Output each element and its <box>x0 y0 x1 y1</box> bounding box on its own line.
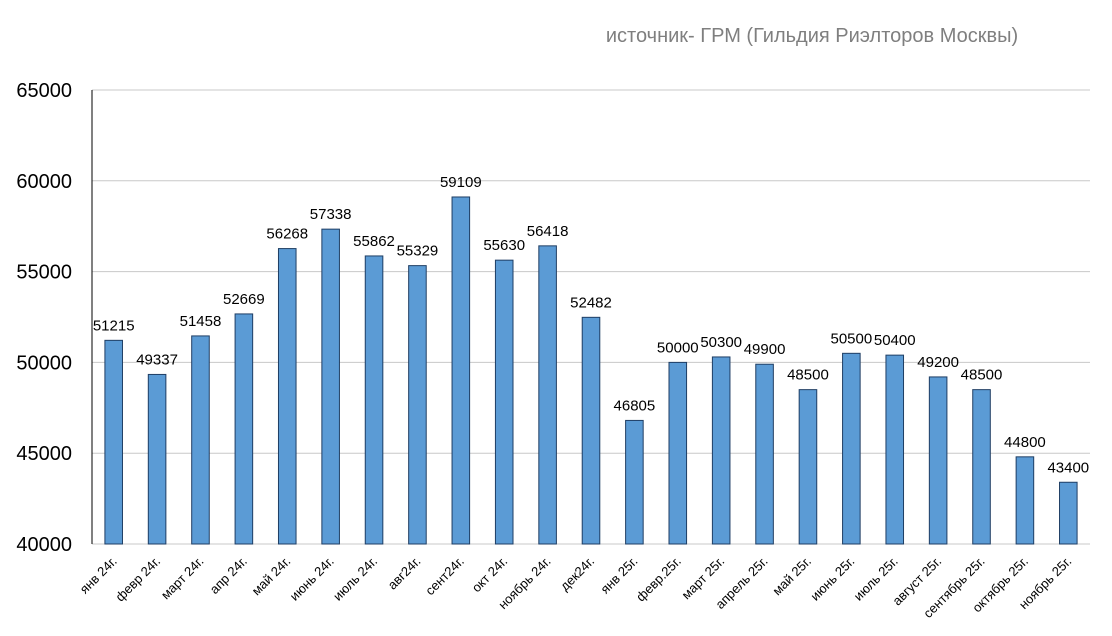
x-tick-label: янв 25г. <box>597 554 640 597</box>
data-label: 52669 <box>223 291 265 308</box>
bar <box>277 248 297 545</box>
data-label: 49337 <box>136 351 178 368</box>
y-tick-label: 40000 <box>16 534 72 556</box>
x-tick-label: окт 24г. <box>469 554 511 596</box>
x-tick-label: дек24г. <box>557 554 597 594</box>
bar <box>1015 456 1035 545</box>
data-label: 49900 <box>744 341 786 358</box>
bar <box>408 265 427 545</box>
x-tick-label: февр 24г. <box>112 554 163 605</box>
bar <box>191 335 210 545</box>
data-label: 52482 <box>570 294 612 311</box>
data-label: 55862 <box>353 233 395 250</box>
data-label: 44800 <box>1004 434 1046 451</box>
data-label: 46805 <box>614 397 656 414</box>
data-label: 49200 <box>917 354 959 371</box>
data-label: 50500 <box>830 330 872 347</box>
x-tick-label: июнь 25г. <box>807 554 857 604</box>
x-tick-label: май 25г. <box>769 554 814 599</box>
data-label: 55329 <box>397 243 439 260</box>
data-label: 50400 <box>874 332 916 349</box>
data-label: 48500 <box>787 367 829 384</box>
y-axis-ticks: 40000 45000 50000 55000 60000 65000 <box>16 80 72 556</box>
data-label: 55630 <box>483 237 525 254</box>
bar <box>625 419 644 545</box>
y-tick-label: 50000 <box>16 352 72 374</box>
data-label: 57338 <box>310 206 352 223</box>
data-label: 56418 <box>527 223 569 240</box>
y-tick-label: 60000 <box>16 171 72 193</box>
bar <box>711 356 731 545</box>
x-tick-label: март 24г. <box>158 554 207 603</box>
bar <box>147 373 167 545</box>
data-label: 43400 <box>1047 459 1089 476</box>
bar <box>755 363 774 545</box>
data-label: 50300 <box>700 334 742 351</box>
chart-subtitle: источник- ГРМ (Гильдия Риэлторов Москвы) <box>606 25 1018 47</box>
data-label: 51458 <box>180 313 222 330</box>
bar <box>842 352 861 545</box>
y-tick-label: 55000 <box>16 262 72 284</box>
bars <box>104 196 1078 545</box>
data-label: 56268 <box>266 226 308 243</box>
bar <box>885 354 905 545</box>
x-axis-ticks: янв 24г.февр 24г.март 24г. апр 24г.май 24… <box>77 554 1075 621</box>
bar <box>972 389 991 545</box>
data-label: 59109 <box>440 174 482 191</box>
x-tick-label: янв 24г. <box>77 554 120 597</box>
bar <box>234 313 254 545</box>
x-tick-label: авг24г. <box>385 554 424 593</box>
x-tick-label: июнь 24г. <box>287 554 337 604</box>
bar <box>104 339 123 545</box>
bar <box>321 228 340 545</box>
bar <box>364 255 384 545</box>
bar <box>494 259 514 545</box>
y-tick-label: 65000 <box>16 80 72 102</box>
bar <box>928 376 948 545</box>
bar <box>798 389 818 545</box>
data-label: 48500 <box>961 367 1003 384</box>
data-label: 51215 <box>93 317 135 334</box>
bar <box>581 316 601 545</box>
bar <box>668 361 688 545</box>
data-label: 50000 <box>657 339 699 356</box>
bar <box>1059 481 1078 545</box>
x-tick-label: сент24г. <box>422 554 467 599</box>
x-tick-label: май 24г. <box>249 554 294 599</box>
y-tick-label: 45000 <box>16 443 72 465</box>
bar <box>538 245 557 545</box>
x-tick-label: июль 24г. <box>330 554 380 604</box>
x-tick-label: февр.25г. <box>633 554 684 605</box>
bar <box>451 196 471 545</box>
x-tick-label: апр 24г. <box>207 554 250 597</box>
